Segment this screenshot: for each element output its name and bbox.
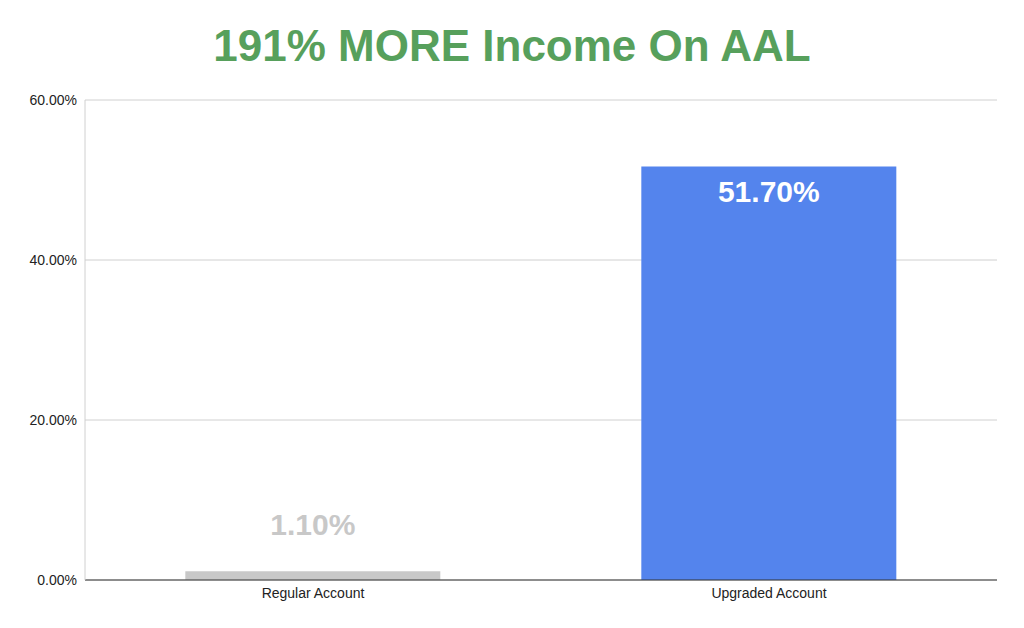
svg-text:Upgraded Account: Upgraded Account	[711, 585, 826, 601]
svg-text:20.00%: 20.00%	[30, 412, 77, 428]
html-text:191% MORE Income On AAL: 191% MORE Income On AAL	[213, 21, 811, 70]
svg-text:1.10%: 1.10%	[270, 508, 355, 541]
svg-text:Regular Account: Regular Account	[262, 585, 365, 601]
svg-text:0.00%: 0.00%	[37, 572, 77, 588]
svg-text:60.00%: 60.00%	[30, 92, 77, 108]
svg-text:51.70%: 51.70%	[718, 175, 820, 208]
svg-text:40.00%: 40.00%	[30, 252, 77, 268]
